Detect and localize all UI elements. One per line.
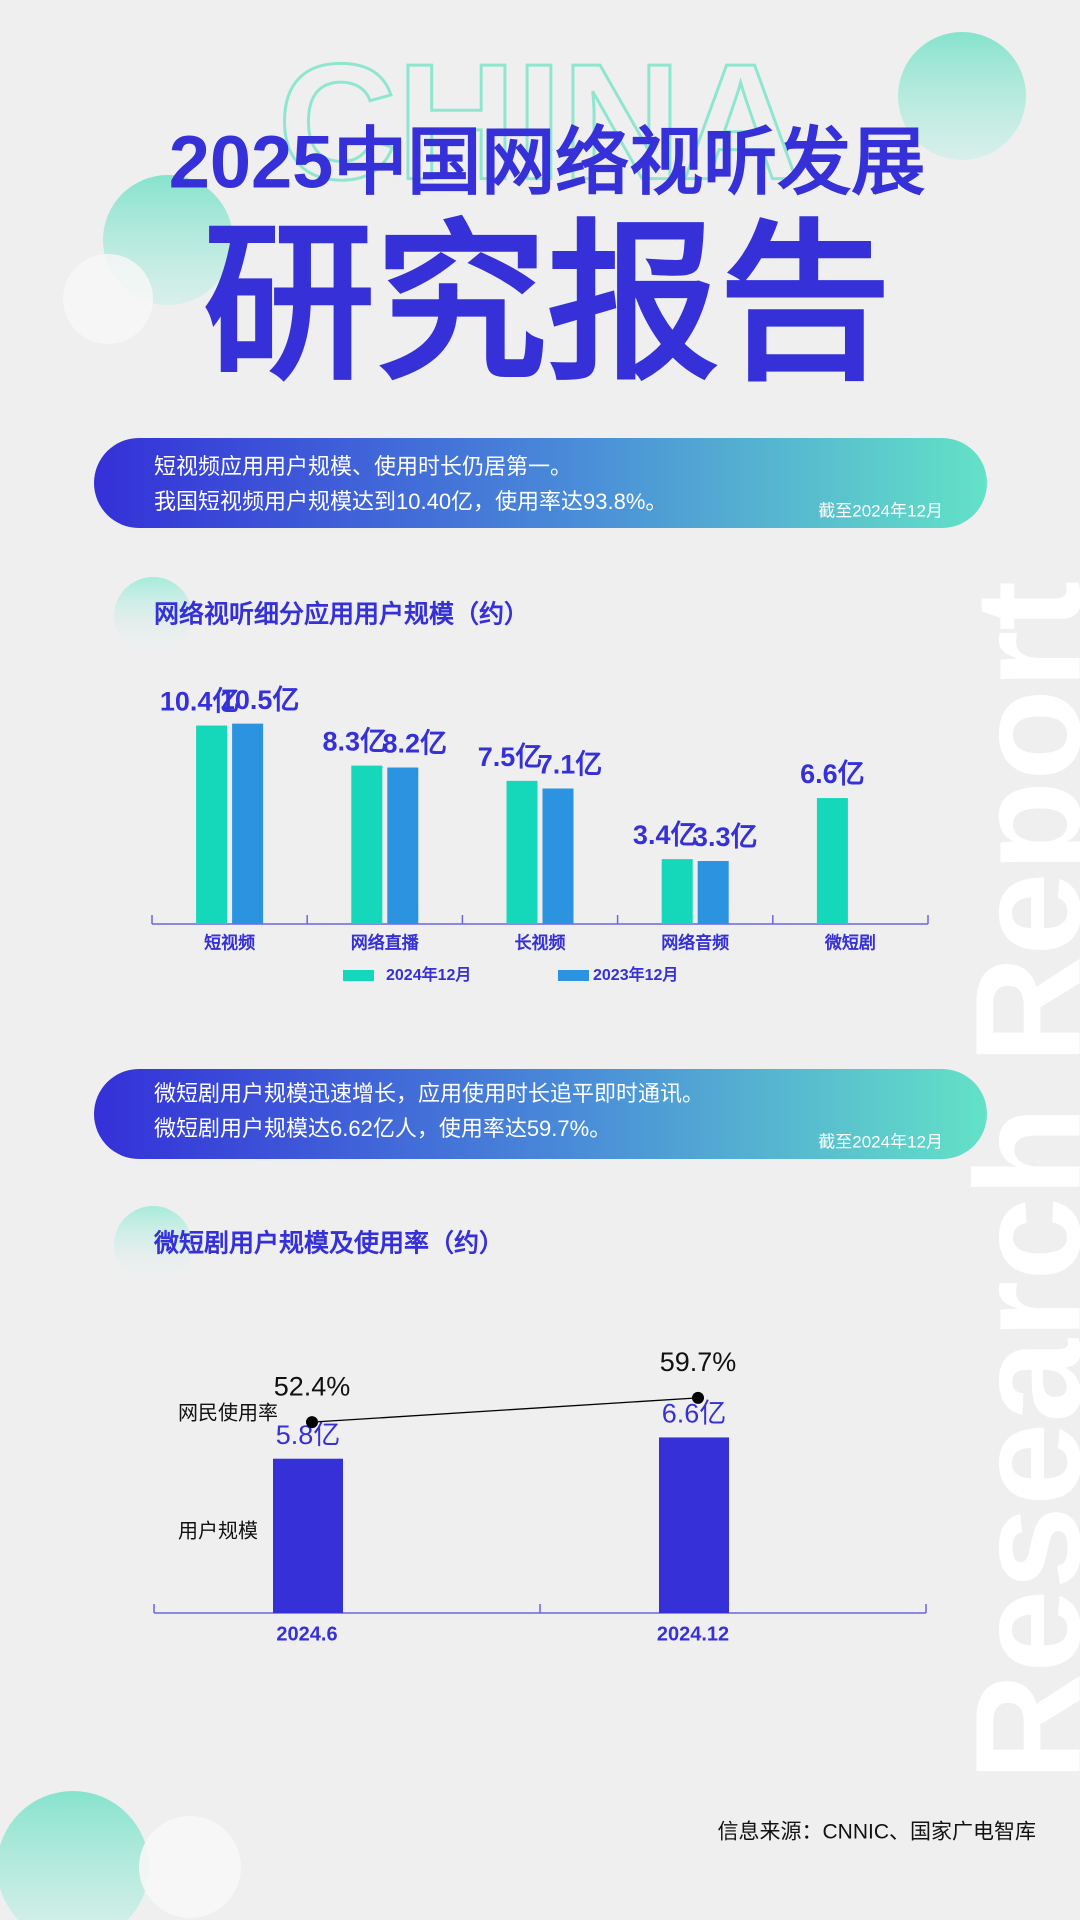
banner-text: 微短剧用户规模达6.62亿人，使用率达59.7%。 (154, 1116, 611, 1141)
x-tick-label: 微短剧 (824, 932, 876, 952)
x-tick-label: 2024.6 (276, 1623, 337, 1645)
value-label: 10.4亿 (160, 687, 240, 717)
source: 信息来源：CNNIC、国家广电智库 (718, 1821, 1037, 1844)
x-tick-label: 网络直播 (351, 932, 420, 952)
value-label: 6.6亿 (800, 759, 865, 789)
bar (661, 859, 693, 924)
title-line-1: 2025中国网络视听发展 (169, 121, 926, 204)
bar (273, 1458, 343, 1613)
decor-circle (63, 254, 153, 344)
bar (697, 861, 729, 924)
decor-circle (114, 577, 192, 655)
decor-circle (114, 1206, 192, 1284)
banner (94, 438, 987, 528)
decor-circle (0, 1791, 149, 1920)
x-tick-label: 2024.12 (657, 1623, 729, 1645)
banner (94, 1069, 987, 1159)
value-label: 3.4亿 (633, 820, 698, 850)
value-label: 10.5亿 (220, 685, 300, 715)
bar (351, 765, 383, 924)
series-label: 用户规模 (178, 1519, 258, 1542)
line-point (306, 1416, 318, 1429)
bar (232, 723, 264, 924)
line (311, 1397, 699, 1423)
decor-circle (898, 32, 1026, 160)
side-text: Research Report (944, 581, 1080, 1781)
legend-swatch (343, 970, 374, 981)
banner-note: 截至2024年12月 (818, 501, 943, 520)
bar (542, 788, 574, 924)
value-label: 7.5亿 (478, 742, 543, 772)
value-label: 6.6亿 (662, 1399, 727, 1429)
line-point (692, 1391, 704, 1404)
bar (659, 1437, 729, 1613)
legend-label: 2023年12月 (593, 965, 678, 984)
bar (816, 798, 848, 924)
x-tick-label: 网络音频 (661, 932, 729, 952)
banner-text: 短视频应用用户规模、使用时长仍居第一。 (154, 454, 572, 479)
legend-swatch (558, 970, 589, 981)
series-label: 网民使用率 (178, 1401, 278, 1424)
bar (387, 767, 419, 924)
value-label: 7.1亿 (538, 750, 603, 780)
chart-title: 微短剧用户规模及使用率（约） (153, 1229, 504, 1258)
value-label: 59.7% (660, 1347, 737, 1377)
value-label: 8.3亿 (323, 727, 388, 757)
x-tick-label: 短视频 (204, 932, 255, 952)
bar (506, 780, 538, 924)
title-line-2: 研究报告 (203, 208, 891, 400)
chart-title: 网络视听细分应用用户规模（约） (154, 600, 529, 629)
legend-label: 2024年12月 (386, 965, 471, 984)
bar (196, 725, 228, 924)
value-label: 3.3亿 (693, 822, 758, 852)
banner-note: 截至2024年12月 (818, 1132, 943, 1151)
value-label: 52.4% (274, 1371, 351, 1401)
value-label: 8.2亿 (383, 729, 448, 759)
banner-text: 我国短视频用户规模达到10.40亿，使用率达93.8%。 (154, 489, 667, 514)
x-tick-label: 长视频 (515, 932, 566, 952)
watermark: CHINA (278, 30, 800, 214)
decor-circle (139, 1816, 241, 1918)
banner-text: 微短剧用户规模迅速增长，应用使用时长追平即时通讯。 (154, 1081, 704, 1106)
